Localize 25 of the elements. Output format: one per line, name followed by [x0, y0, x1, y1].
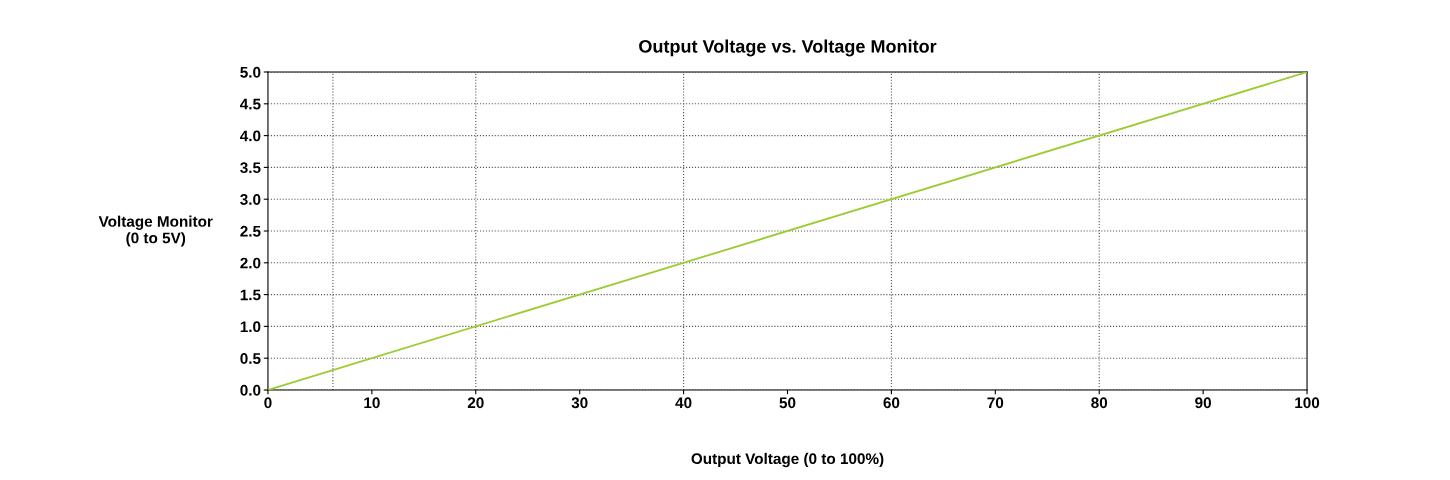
y-tick-label: 5.0	[240, 66, 261, 78]
y-tick-label: 0.0	[240, 384, 261, 396]
y-tick-label: 4.5	[240, 98, 261, 110]
x-tick-label: 20	[467, 397, 484, 409]
x-tick-label: 50	[779, 397, 796, 409]
chart-title: Output Voltage vs. Voltage Monitor	[639, 39, 937, 57]
y-tick-label: 1.0	[240, 321, 261, 333]
y-tick-label: 3.0	[240, 194, 261, 205]
x-tick-label: 40	[675, 397, 692, 409]
y-tick-label: 3.5	[240, 162, 261, 174]
x-tick-label: 30	[571, 397, 588, 409]
x-axis-title: Output Voltage (0 to 100%)	[691, 452, 884, 468]
y-tick-label: 2.5	[240, 225, 261, 237]
y-tick-label: 2.0	[240, 257, 261, 269]
x-tick-label: 90	[1195, 397, 1211, 409]
y-tick-label: 4.0	[240, 130, 261, 142]
y-axis-title: Voltage Monitor (0 to 5V)	[98, 215, 213, 247]
x-tick-label: 0	[264, 397, 272, 409]
x-tick-label: 70	[987, 397, 1004, 409]
x-tick-label: 100	[1295, 397, 1320, 409]
x-tick-label: 60	[883, 397, 900, 409]
x-tick-label: 10	[364, 397, 380, 409]
y-tick-label: 0.5	[240, 353, 261, 364]
x-tick-label: 80	[1091, 397, 1108, 409]
y-tick-label: 1.5	[240, 289, 261, 301]
